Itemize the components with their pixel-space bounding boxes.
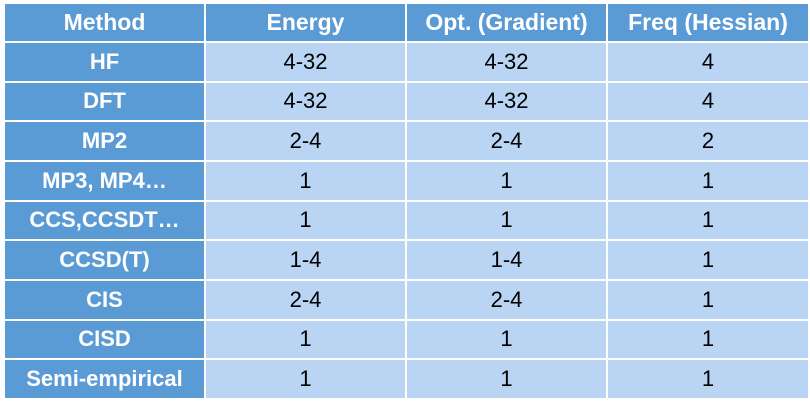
freq-cell: 1: [608, 280, 808, 319]
energy-cell: 1-4: [206, 241, 405, 279]
header-opt-gradient: Opt. (Gradient): [407, 4, 606, 41]
table-row: CIS 2-4 2-4 1: [5, 280, 808, 319]
energy-cell: 1: [206, 201, 405, 240]
method-cell: MP2: [5, 122, 204, 160]
method-cell: CIS: [5, 280, 204, 319]
freq-cell: 4: [608, 43, 808, 81]
opt-cell: 1: [407, 320, 606, 359]
opt-cell: 1: [407, 360, 606, 398]
method-cell: CISD: [5, 320, 204, 359]
freq-cell: 1: [608, 360, 808, 398]
freq-cell: 4: [608, 82, 808, 121]
opt-cell: 2-4: [407, 280, 606, 319]
table-row: HF 4-32 4-32 4: [5, 43, 808, 81]
table-row: DFT 4-32 4-32 4: [5, 82, 808, 121]
table-row: CISD 1 1 1: [5, 320, 808, 359]
energy-cell: 1: [206, 320, 405, 359]
opt-cell: 4-32: [407, 82, 606, 121]
method-cell: CCS,CCSDT…: [5, 201, 204, 240]
energy-cell: 4-32: [206, 82, 405, 121]
opt-cell: 4-32: [407, 43, 606, 81]
method-cell: DFT: [5, 82, 204, 121]
header-row: Method Energy Opt. (Gradient) Freq (Hess…: [5, 4, 808, 41]
opt-cell: 1-4: [407, 241, 606, 279]
method-cell: MP3, MP4…: [5, 161, 204, 200]
header-freq-hessian: Freq (Hessian): [608, 4, 808, 41]
freq-cell: 1: [608, 320, 808, 359]
energy-cell: 1: [206, 360, 405, 398]
energy-cell: 1: [206, 161, 405, 200]
table-row: CCSD(T) 1-4 1-4 1: [5, 241, 808, 279]
opt-cell: 1: [407, 201, 606, 240]
opt-cell: 2-4: [407, 122, 606, 160]
header-method: Method: [5, 4, 204, 41]
freq-cell: 2: [608, 122, 808, 160]
method-cell: Semi-empirical: [5, 360, 204, 398]
methods-table-container: Method Energy Opt. (Gradient) Freq (Hess…: [3, 2, 808, 400]
freq-cell: 1: [608, 161, 808, 200]
header-energy: Energy: [206, 4, 405, 41]
method-cell: HF: [5, 43, 204, 81]
table-row: Semi-empirical 1 1 1: [5, 360, 808, 398]
freq-cell: 1: [608, 201, 808, 240]
energy-cell: 2-4: [206, 280, 405, 319]
opt-cell: 1: [407, 161, 606, 200]
methods-table: Method Energy Opt. (Gradient) Freq (Hess…: [3, 2, 810, 400]
method-cell: CCSD(T): [5, 241, 204, 279]
energy-cell: 4-32: [206, 43, 405, 81]
table-row: MP2 2-4 2-4 2: [5, 122, 808, 160]
freq-cell: 1: [608, 241, 808, 279]
table-row: MP3, MP4… 1 1 1: [5, 161, 808, 200]
table-row: CCS,CCSDT… 1 1 1: [5, 201, 808, 240]
energy-cell: 2-4: [206, 122, 405, 160]
